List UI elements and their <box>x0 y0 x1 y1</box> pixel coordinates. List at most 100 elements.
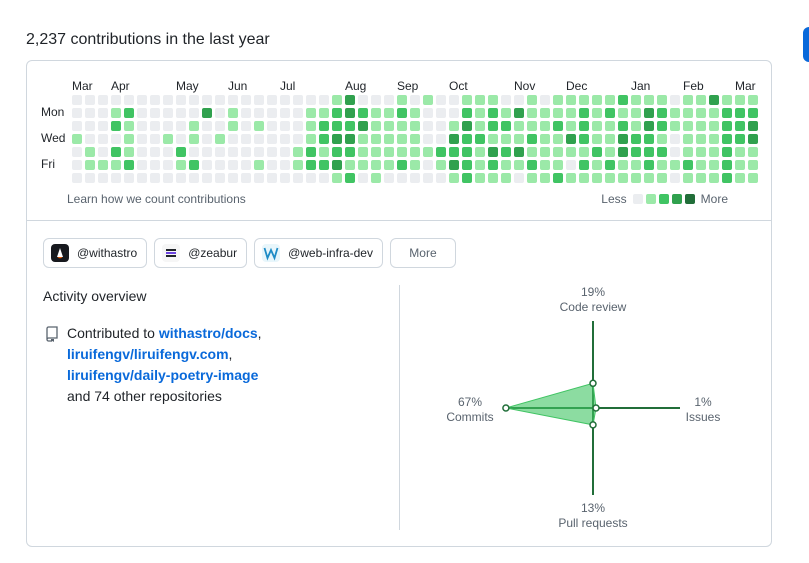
contribution-day[interactable] <box>462 108 472 118</box>
contribution-day[interactable] <box>605 173 615 183</box>
contribution-day[interactable] <box>176 121 186 131</box>
contribution-day[interactable] <box>189 121 199 131</box>
contribution-day[interactable] <box>215 160 225 170</box>
contribution-day[interactable] <box>150 108 160 118</box>
repo-link-daily-poetry-image[interactable]: liruifengv/daily-poetry-image <box>67 367 259 383</box>
contribution-day[interactable] <box>644 147 654 157</box>
contribution-day[interactable] <box>644 95 654 105</box>
contribution-day[interactable] <box>228 108 238 118</box>
contribution-day[interactable] <box>384 134 394 144</box>
sidebar-button-edge[interactable] <box>803 27 809 62</box>
contribution-day[interactable] <box>371 95 381 105</box>
contribution-day[interactable] <box>449 108 459 118</box>
contribution-day[interactable] <box>722 108 732 118</box>
contribution-day[interactable] <box>618 173 628 183</box>
contribution-day[interactable] <box>280 160 290 170</box>
contribution-day[interactable] <box>462 147 472 157</box>
contribution-day[interactable] <box>553 160 563 170</box>
contribution-day[interactable] <box>423 95 433 105</box>
contribution-day[interactable] <box>462 173 472 183</box>
contribution-day[interactable] <box>670 121 680 131</box>
contribution-day[interactable] <box>397 160 407 170</box>
contribution-day[interactable] <box>280 147 290 157</box>
contribution-day[interactable] <box>371 173 381 183</box>
contribution-day[interactable] <box>722 121 732 131</box>
contribution-day[interactable] <box>475 95 485 105</box>
contribution-day[interactable] <box>735 121 745 131</box>
contribution-day[interactable] <box>527 108 537 118</box>
contribution-day[interactable] <box>514 160 524 170</box>
contribution-day[interactable] <box>150 134 160 144</box>
contribution-day[interactable] <box>137 108 147 118</box>
contribution-day[interactable] <box>85 173 95 183</box>
contribution-day[interactable] <box>644 173 654 183</box>
contribution-day[interactable] <box>345 134 355 144</box>
contribution-day[interactable] <box>111 147 121 157</box>
contribution-day[interactable] <box>72 147 82 157</box>
contribution-day[interactable] <box>124 160 134 170</box>
contribution-day[interactable] <box>514 134 524 144</box>
contribution-day[interactable] <box>722 134 732 144</box>
contribution-day[interactable] <box>566 95 576 105</box>
contribution-day[interactable] <box>735 108 745 118</box>
contribution-day[interactable] <box>241 147 251 157</box>
contribution-day[interactable] <box>319 160 329 170</box>
contribution-day[interactable] <box>85 134 95 144</box>
contribution-day[interactable] <box>644 108 654 118</box>
contribution-day[interactable] <box>137 95 147 105</box>
contribution-day[interactable] <box>202 108 212 118</box>
contribution-day[interactable] <box>98 108 108 118</box>
contribution-day[interactable] <box>85 108 95 118</box>
contribution-day[interactable] <box>228 160 238 170</box>
contribution-day[interactable] <box>436 134 446 144</box>
contribution-day[interactable] <box>436 173 446 183</box>
contribution-day[interactable] <box>345 108 355 118</box>
contribution-day[interactable] <box>189 160 199 170</box>
contribution-day[interactable] <box>527 173 537 183</box>
contribution-day[interactable] <box>111 173 121 183</box>
contribution-day[interactable] <box>423 173 433 183</box>
contribution-day[interactable] <box>449 134 459 144</box>
contribution-day[interactable] <box>618 134 628 144</box>
contribution-day[interactable] <box>722 95 732 105</box>
contribution-day[interactable] <box>150 160 160 170</box>
contribution-day[interactable] <box>501 134 511 144</box>
contribution-day[interactable] <box>397 147 407 157</box>
contribution-day[interactable] <box>189 173 199 183</box>
contribution-day[interactable] <box>566 173 576 183</box>
contribution-day[interactable] <box>475 108 485 118</box>
contribution-day[interactable] <box>72 121 82 131</box>
contribution-day[interactable] <box>410 147 420 157</box>
contribution-day[interactable] <box>293 95 303 105</box>
contribution-day[interactable] <box>449 121 459 131</box>
contribution-day[interactable] <box>449 147 459 157</box>
contribution-day[interactable] <box>124 147 134 157</box>
contribution-day[interactable] <box>371 121 381 131</box>
contribution-day[interactable] <box>319 147 329 157</box>
contribution-day[interactable] <box>748 160 758 170</box>
contribution-day[interactable] <box>618 95 628 105</box>
contribution-day[interactable] <box>540 95 550 105</box>
contribution-day[interactable] <box>280 134 290 144</box>
contribution-day[interactable] <box>358 121 368 131</box>
contribution-day[interactable] <box>176 173 186 183</box>
contribution-day[interactable] <box>72 160 82 170</box>
contribution-day[interactable] <box>735 173 745 183</box>
contribution-day[interactable] <box>332 95 342 105</box>
contribution-day[interactable] <box>111 121 121 131</box>
contribution-day[interactable] <box>605 134 615 144</box>
contribution-day[interactable] <box>748 95 758 105</box>
contribution-day[interactable] <box>462 95 472 105</box>
contribution-day[interactable] <box>423 147 433 157</box>
contribution-day[interactable] <box>72 95 82 105</box>
contribution-day[interactable] <box>332 108 342 118</box>
contribution-day[interactable] <box>228 95 238 105</box>
contribution-day[interactable] <box>111 95 121 105</box>
contribution-day[interactable] <box>566 147 576 157</box>
org-button-zeabur[interactable]: @zeabur <box>154 238 248 268</box>
contribution-day[interactable] <box>124 108 134 118</box>
contribution-day[interactable] <box>566 160 576 170</box>
contribution-day[interactable] <box>228 173 238 183</box>
contribution-day[interactable] <box>540 108 550 118</box>
contribution-day[interactable] <box>540 134 550 144</box>
